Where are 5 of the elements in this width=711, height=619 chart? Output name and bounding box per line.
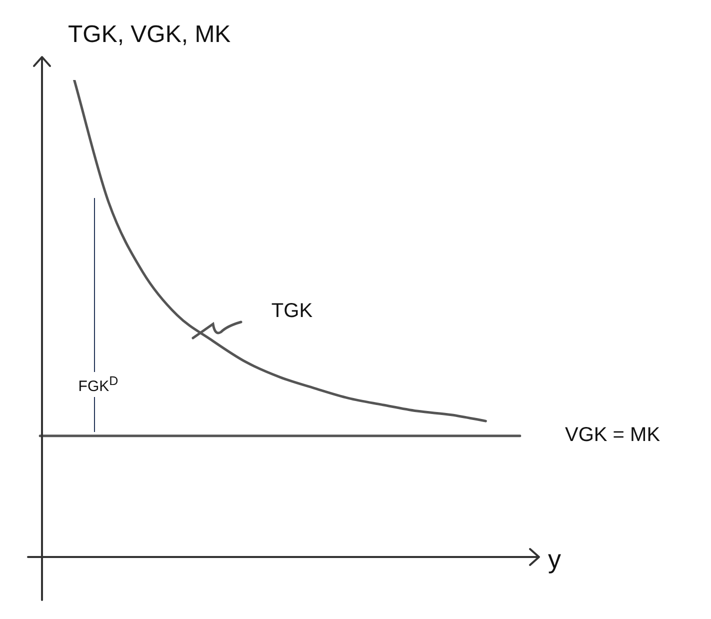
text: VGK = MK (565, 424, 660, 448)
x-axis-title: y (548, 544, 561, 574)
text: TGK (271, 300, 313, 324)
annotation: FGK$^{D}$ (74, 372, 122, 396)
y-axis-title: TGK, VGK, MK (68, 21, 231, 49)
